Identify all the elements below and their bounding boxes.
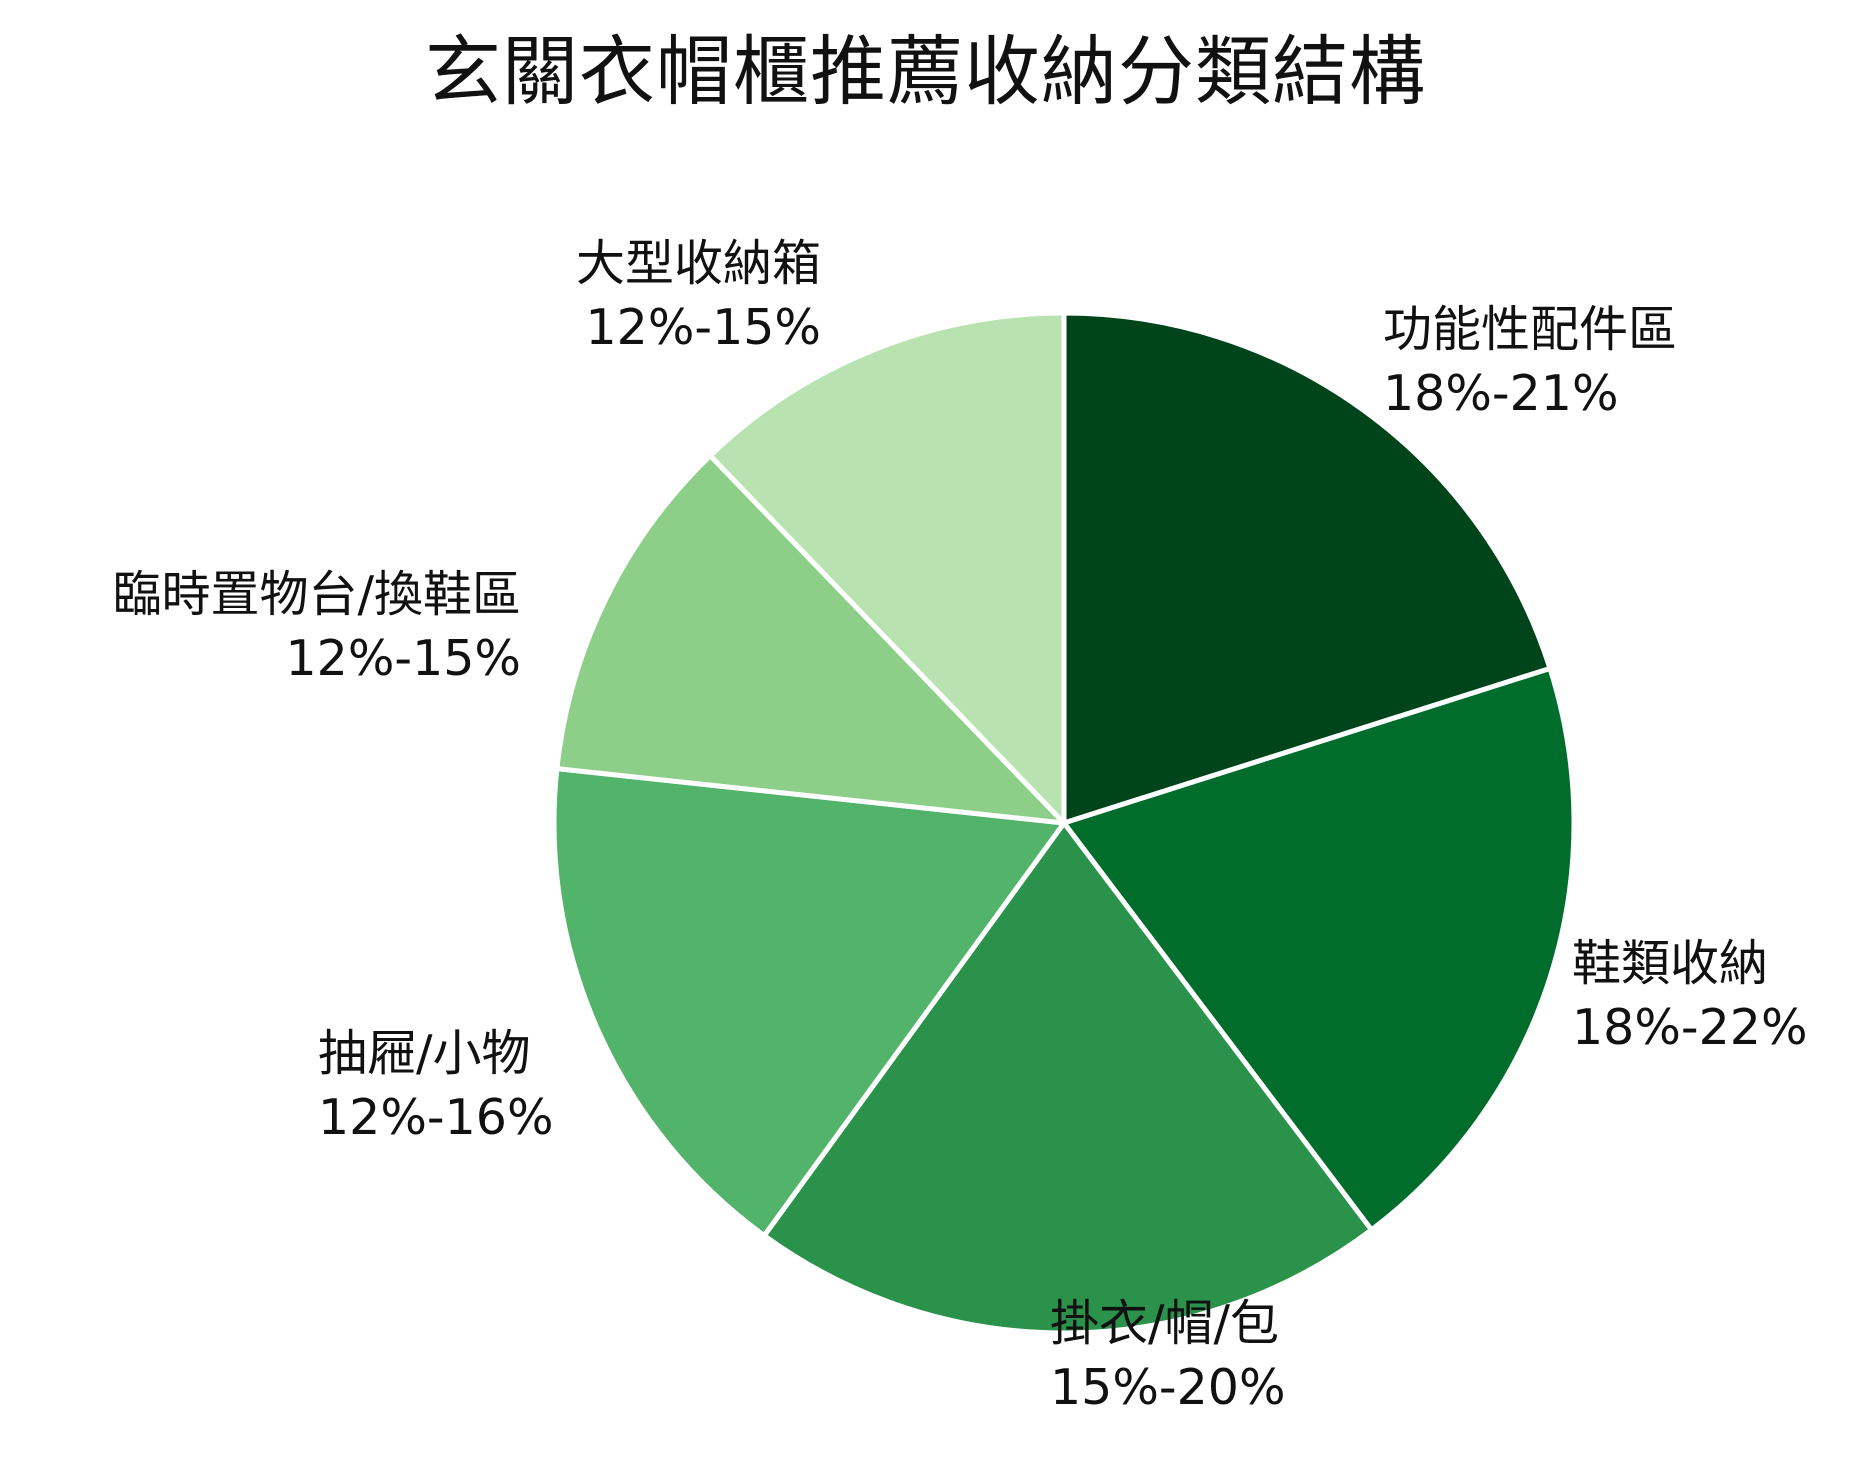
label-shoe-storage: 鞋類收納 18%-22% [1572, 932, 1808, 1060]
label-name: 臨時置物台/換鞋區 [112, 566, 521, 623]
label-name: 鞋類收納 [1572, 935, 1769, 992]
label-name: 抽屜/小物 [318, 1025, 531, 1082]
label-range: 18%-21% [1383, 365, 1619, 422]
label-range: 12%-16% [318, 1089, 554, 1146]
label-name: 掛衣/帽/包 [1050, 1295, 1280, 1352]
slice-drawers-small-items [551, 766, 1067, 1239]
slice-hanging-clothes-hats-bags [761, 820, 1374, 1336]
label-drawers-small-items: 抽屜/小物 12%-16% [318, 1022, 554, 1150]
label-range: 15%-20% [1050, 1359, 1286, 1416]
label-temp-shelf-shoe-change: 臨時置物台/換鞋區 12%-15% [112, 563, 521, 691]
label-name: 功能性配件區 [1383, 301, 1678, 358]
label-name: 大型收納箱 [575, 235, 821, 292]
label-large-storage-box: 大型收納箱 12%-15% [576, 232, 821, 360]
label-functional-accessories: 功能性配件區 18%-21% [1383, 298, 1677, 426]
label-hanging-clothes-hats-bags: 掛衣/帽/包 15%-20% [1050, 1292, 1286, 1420]
label-range: 18%-22% [1572, 999, 1808, 1056]
slice-shoe-storage [1061, 665, 1577, 1233]
chart-title: 玄關衣帽櫃推薦收納分類結構 [425, 27, 1426, 116]
slice-functional-accessories [1061, 310, 1553, 826]
label-range: 12%-15% [585, 299, 821, 356]
label-range: 12%-15% [285, 630, 521, 687]
slice-temp-shelf-shoe-change [554, 453, 1067, 826]
slice-large-storage-box [707, 310, 1067, 826]
